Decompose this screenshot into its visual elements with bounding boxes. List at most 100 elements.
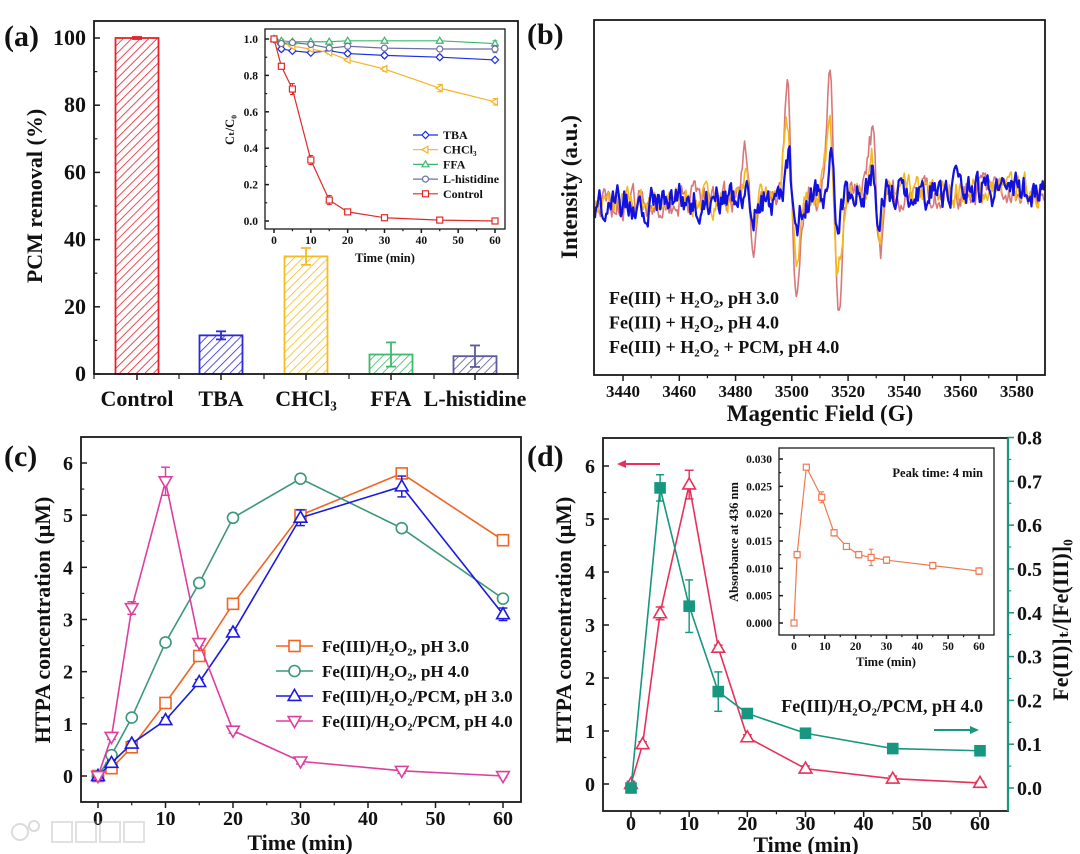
y-tick-label: 6 [585, 456, 595, 478]
axes-frame [93, 20, 519, 375]
y-axis-title: Cₜ/C₀ [223, 115, 237, 145]
legend-label: Fe(III) + H₂O₂, pH 4.0 [609, 313, 779, 334]
marker-diamond [435, 52, 445, 62]
marker-tri-down [292, 756, 309, 770]
marker-tri-up [103, 754, 120, 769]
y-tick-label: 0.6 [244, 107, 259, 119]
bar [283, 255, 329, 375]
watermark-logo-mark [28, 820, 40, 832]
x-tick-label: 40 [358, 808, 378, 830]
series-line [97, 485, 504, 777]
marker-tri-up [394, 478, 410, 492]
legend-label: Fe(III)/H₂O₂, pH 3.0 [322, 637, 469, 656]
marker-tri-up [885, 770, 901, 784]
marker-tri-up [124, 735, 140, 749]
x-tick-label: 20 [737, 813, 757, 835]
marker-square [799, 727, 812, 740]
marker-tri-up [292, 509, 309, 523]
watermark-glyph [99, 821, 121, 843]
bar-tba [198, 330, 244, 375]
series-absorbance [790, 463, 983, 627]
marker-square [830, 529, 838, 537]
y-tick-label: 0.8 [1017, 428, 1042, 450]
marker-square [802, 463, 810, 471]
series-fe-iii-h-o-pcm-ph-4-0 [90, 466, 511, 785]
y-tick-label: 0.8 [244, 70, 259, 82]
marker-tri-up [157, 711, 174, 726]
x-tick-label: 60 [970, 813, 990, 835]
marker-tri-up [324, 36, 334, 45]
x-tick-label: 3480 [719, 382, 753, 401]
y-tick-label: 0.2 [1017, 690, 1042, 712]
marker-tri-down [495, 770, 511, 785]
y-tick-label: 5 [585, 509, 595, 531]
marker-square [654, 482, 666, 494]
bar [198, 334, 244, 375]
y-tick-label: 0.5 [1017, 559, 1042, 581]
marker-circle [380, 44, 389, 52]
y-tick-label: 80 [64, 92, 86, 117]
x-tick-label: 40 [416, 235, 428, 247]
marker-diamond [490, 55, 500, 65]
marker-diamond [343, 49, 353, 59]
y-tick-label: 0.0 [244, 216, 259, 228]
y-tick-label: 3 [585, 615, 595, 637]
y-tick-label: 0.2 [244, 180, 259, 192]
y-tick-label: 0.4 [244, 143, 259, 155]
marker-circle [226, 511, 240, 525]
marker-square [929, 561, 937, 570]
y-tick-label: 0.1 [1017, 734, 1042, 756]
x-tick-label: 50 [912, 813, 932, 835]
marker-square [344, 208, 352, 216]
y-tick-label: 0.0 [1017, 778, 1042, 800]
y-tick-label: 1.0 [244, 34, 259, 46]
y-axis-title: Absorbance at 436 nm [727, 482, 741, 602]
panel-c-htpa-chart: 0 10 20 30 40 50 60 0 1 2 3 4 5 6 Time (min) HTPA conce… [30, 436, 522, 854]
marker-circle [395, 521, 409, 535]
marker-tri-up [652, 605, 668, 619]
marker-circle [436, 45, 444, 53]
y-axis-title: PCM removal (%) [22, 109, 47, 283]
marker-circle [496, 592, 510, 605]
marker-tri-up [681, 476, 697, 490]
series-control [270, 35, 499, 225]
x-tick-label: 3540 [887, 382, 921, 401]
panel-label-c: (c) [4, 440, 37, 473]
marker-tri-down [191, 637, 207, 652]
right-arrow-head-icon [970, 726, 979, 734]
legend-label: Fe(III)/H₂O₂/PCM, pH 3.0 [322, 687, 513, 706]
y-tick-label: 0.7 [1017, 471, 1042, 493]
marker-diamond [421, 130, 430, 140]
y-tick-label: 0.3 [1017, 647, 1042, 669]
y2-axis-title: Fe(II)]ₜ/[Fe(III)]₀ [1048, 539, 1073, 701]
y-tick-label: 0.4 [1017, 603, 1042, 625]
panel-a-inset: 0 10 20 30 40 50 60 0.0 0.2 0.4 0.6 0.8 1.0 Time (min… [223, 28, 506, 265]
marker-tri-left [379, 64, 388, 74]
marker-square [842, 542, 851, 551]
x-axis-title: Time (min) [753, 832, 858, 854]
series-line [630, 487, 981, 789]
watermark-logo-mark [11, 823, 29, 841]
inset-background [779, 448, 994, 635]
y-tick-label: 20 [64, 294, 86, 319]
y-tick-label: 0.6 [1017, 515, 1042, 537]
x-tick-label: 20 [342, 235, 354, 247]
x-tick-label: 10 [305, 235, 317, 247]
panel-d-inset: 0 10 20 30 40 50 60 0.000 0.005 0.010 0.015 0.020 0.… [727, 447, 995, 669]
panel-label-b: (b) [527, 18, 564, 51]
x-tick-label: 40 [854, 813, 874, 835]
y-tick-label: 6 [63, 453, 73, 475]
marker-diamond [380, 50, 389, 60]
x-tick-label: 60 [489, 235, 501, 247]
x-category-label: Control [101, 386, 174, 411]
panel-label-a: (a) [4, 20, 39, 53]
x-tick-label: 10 [679, 813, 699, 835]
y-tick-label: 40 [64, 227, 86, 252]
peak-time-annotation: Peak time: 4 min [892, 466, 983, 480]
marker-circle [344, 42, 352, 50]
x-tick-label: 3580 [1000, 382, 1034, 401]
legend: Fe(III) + H₂O₂, pH 3.0 Fe(III) + H₂O₂, pH… [609, 288, 839, 358]
y-tick-label: 5 [63, 505, 73, 527]
marker-tri-up [495, 606, 511, 620]
y-tick-label: 2 [63, 662, 73, 684]
